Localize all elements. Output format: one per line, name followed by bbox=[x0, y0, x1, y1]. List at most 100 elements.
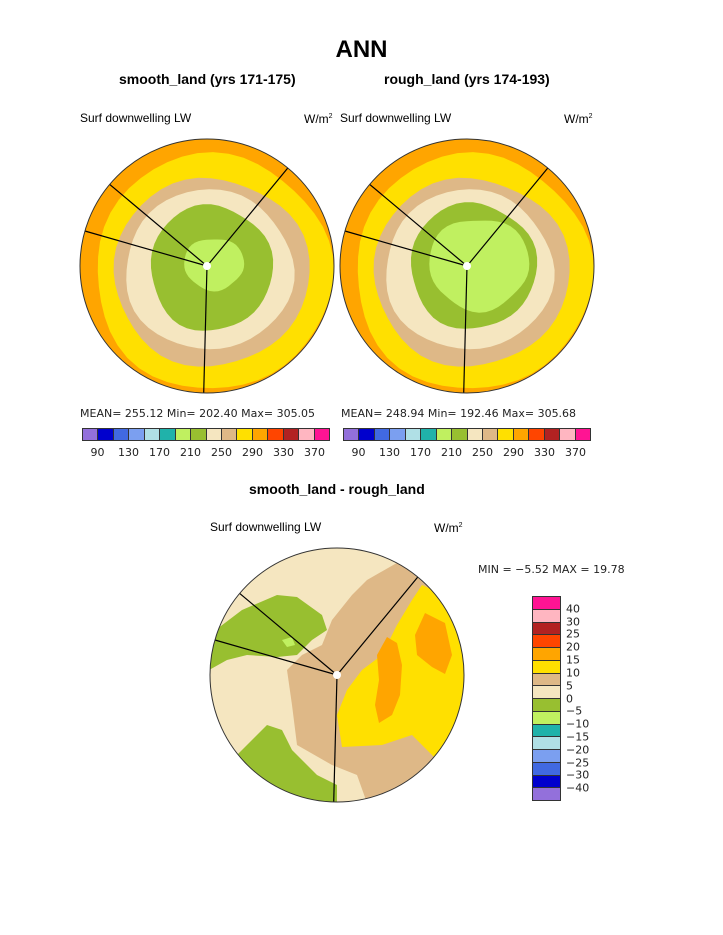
panel3-colorbar-cell bbox=[533, 724, 560, 738]
panel3-colorbar bbox=[532, 596, 561, 801]
panel3-colorbar-tick-label: −5 bbox=[566, 704, 583, 718]
panel2-colorbar-cell bbox=[390, 429, 406, 440]
panel2-band-light-green bbox=[429, 220, 530, 313]
panel3-units-base: W/m bbox=[434, 521, 459, 535]
panel1-colorbar bbox=[82, 428, 330, 441]
panel1-units-sup: 2 bbox=[328, 113, 333, 120]
panel2-subtitle: rough_land (yrs 174-193) bbox=[384, 71, 550, 87]
panel3-subtitle: smooth_land - rough_land bbox=[249, 481, 425, 497]
panel3-region-neg5-0-a bbox=[210, 595, 327, 670]
panel3-colorbar-tick-label: 20 bbox=[566, 640, 580, 654]
panel3-units-sup: 2 bbox=[458, 522, 463, 529]
panel1-colorbar-tick-label: 210 bbox=[180, 446, 201, 459]
panel3-map-border bbox=[209, 547, 465, 803]
panel2-colorbar-cell bbox=[436, 429, 453, 440]
panel3-region-15-20-b bbox=[415, 613, 452, 674]
panel3-colorbar-tick-label: 5 bbox=[566, 679, 573, 693]
panel3-colorbar-tick-label: 10 bbox=[566, 666, 580, 680]
panel3-colorbar-cell bbox=[533, 699, 560, 712]
panel3-variable-label: Surf downwelling LW bbox=[210, 520, 322, 534]
panel1-colorbar-cell bbox=[83, 429, 99, 440]
panel3-colorbar-cell bbox=[533, 648, 560, 661]
panel1-colorbar-tick-label: 90 bbox=[90, 446, 105, 459]
panel2-colorbar-cell bbox=[544, 429, 561, 440]
panel2-contour-fill bbox=[340, 139, 594, 393]
panel3-region-15-20-a bbox=[375, 637, 402, 723]
panel1-meridian-line bbox=[203, 265, 208, 394]
panel2-colorbar-cell bbox=[405, 429, 422, 440]
panel3-meridian-line bbox=[239, 592, 338, 676]
panel1-polar-map bbox=[79, 138, 335, 394]
panel1-colorbar-cell bbox=[206, 429, 222, 440]
panel3-colorbar-tick-label: 40 bbox=[566, 602, 580, 616]
panel3-region-neg10-neg5 bbox=[282, 637, 295, 647]
panel1-contour-fill bbox=[80, 139, 334, 393]
panel1-colorbar-tick-label: 170 bbox=[149, 446, 170, 459]
panel2-colorbar-tick-label: 290 bbox=[503, 446, 524, 459]
panel1-meridian-line bbox=[109, 183, 208, 267]
panel3-colorbar-tick-label: 15 bbox=[566, 653, 580, 667]
panel1-stats: MEAN= 255.12 Min= 202.40 Max= 305.05 bbox=[80, 407, 316, 420]
panel1-meridian-line bbox=[84, 230, 208, 267]
panel2-meridian-line bbox=[466, 167, 549, 267]
panel3-colorbar-cell bbox=[533, 788, 560, 800]
panel2-meridian-line bbox=[344, 230, 468, 267]
panel2-colorbar-cell bbox=[467, 429, 483, 440]
panel1-colorbar-cell bbox=[175, 429, 192, 440]
panel1-colorbar-cell bbox=[283, 429, 300, 440]
panel2-colorbar-cell bbox=[452, 429, 468, 440]
panel3-colorbar-cell bbox=[533, 750, 560, 763]
panel2-meridian-line bbox=[369, 183, 468, 267]
panel1-colorbar-tick-label: 330 bbox=[273, 446, 294, 459]
panel2-colorbar-tick-label: 170 bbox=[410, 446, 431, 459]
panel1-colorbar-cell bbox=[129, 429, 145, 440]
panel1-colorbar-tick-label: 290 bbox=[242, 446, 263, 459]
panel1-subtitle: smooth_land (yrs 171-175) bbox=[119, 71, 296, 87]
panel3-colorbar-cell bbox=[533, 686, 560, 699]
panel1-colorbar-cell bbox=[314, 429, 329, 440]
panel2-units-base: W/m bbox=[564, 112, 589, 126]
panel3-colorbar-cell bbox=[533, 622, 560, 636]
panel3-colorbar-tick-label: 0 bbox=[566, 692, 573, 705]
panel3-polar-map bbox=[209, 547, 465, 803]
panel3-colorbar-cell bbox=[533, 660, 560, 674]
panel2-colorbar-cell bbox=[513, 429, 530, 440]
panel2-pole-marker bbox=[463, 262, 471, 270]
panel1-meridian-line bbox=[206, 167, 289, 267]
panel2-variable-label: Surf downwelling LW bbox=[340, 111, 452, 125]
panel2-units-sup: 2 bbox=[588, 113, 593, 120]
panel1-colorbar-cell bbox=[98, 429, 114, 440]
panel3-colorbar-tick-label: 25 bbox=[566, 627, 580, 641]
panel1-colorbar-cell bbox=[160, 429, 176, 440]
main-title: ANN bbox=[335, 36, 388, 63]
panel3-colorbar-cell bbox=[533, 635, 560, 648]
panel3-colorbar-cell bbox=[533, 711, 560, 725]
panel1-band-light-green bbox=[184, 239, 245, 292]
panel3-meridian-line bbox=[214, 639, 338, 676]
panel2-map-border bbox=[339, 138, 595, 394]
panel3-colorbar-cell bbox=[533, 737, 560, 750]
panel2-colorbar-cell bbox=[560, 429, 576, 440]
panel3-meridian-line bbox=[333, 674, 338, 803]
panel1-variable-label: Surf downwelling LW bbox=[80, 111, 192, 125]
panel2-colorbar-cell bbox=[374, 429, 391, 440]
panel2-polar-map bbox=[339, 138, 595, 394]
panel3-colorbar-cell bbox=[533, 597, 560, 610]
panel3-colorbar-tick-label: −40 bbox=[566, 781, 590, 795]
panel1-colorbar-cell bbox=[299, 429, 315, 440]
panel3-units: W/m2 bbox=[434, 521, 463, 535]
panel2-colorbar-tick-label: 330 bbox=[534, 446, 555, 459]
panel2-colorbar-cell bbox=[482, 429, 499, 440]
panel2-meridian-line bbox=[463, 265, 468, 394]
panel1-pole-marker bbox=[203, 262, 211, 270]
panel1-map-border bbox=[79, 138, 335, 394]
panel1-colorbar-tick-label: 370 bbox=[304, 446, 325, 459]
panel2-colorbar-tick-label: 130 bbox=[379, 446, 400, 459]
panel1-colorbar-cell bbox=[221, 429, 238, 440]
panel3-colorbar-cell bbox=[533, 762, 560, 776]
panel1-colorbar-cell bbox=[144, 429, 161, 440]
panel2-colorbar-cell bbox=[359, 429, 375, 440]
panel2-colorbar-tick-label: 90 bbox=[351, 446, 366, 459]
panel3-colorbar-tick-label: −15 bbox=[566, 730, 590, 744]
panel1-colorbar-cell bbox=[237, 429, 253, 440]
